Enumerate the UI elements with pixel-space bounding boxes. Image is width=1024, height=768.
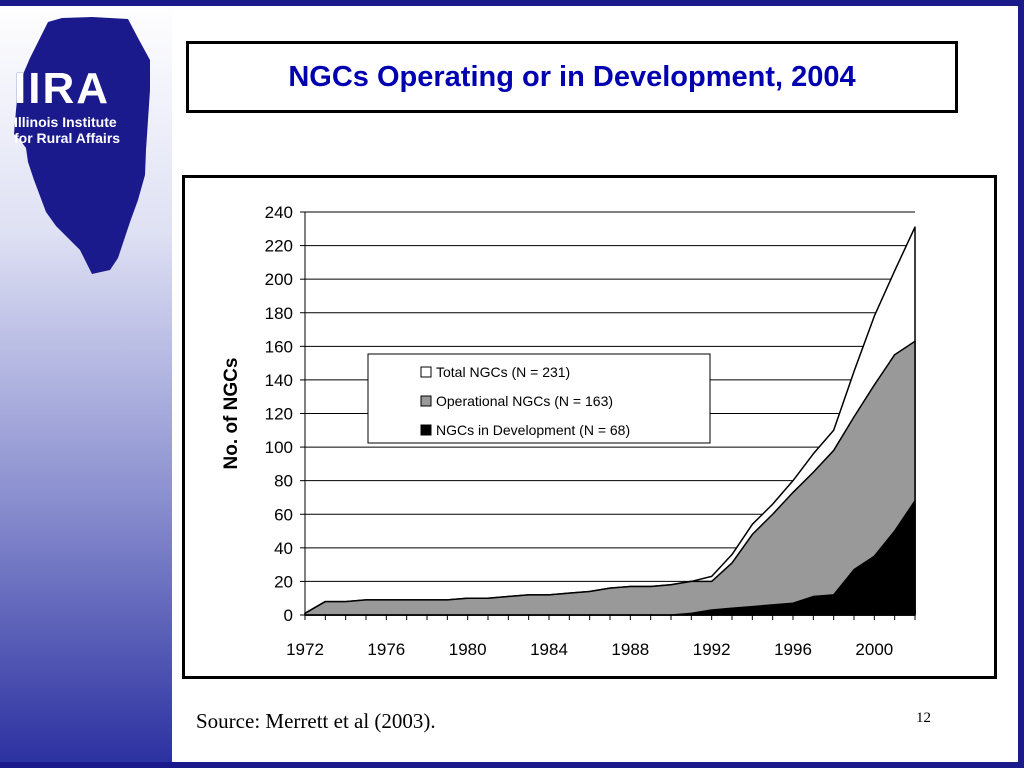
source-citation: Source: Merrett et al (2003). [196, 709, 436, 733]
area-chart: 0 20 40 60 80 100 120 140 160 180 200 220 240 1972 197… [221, 203, 916, 659]
y-tick-label: 200 [265, 270, 293, 289]
chart-box: 0 20 40 60 80 100 120 140 160 180 200 220 240 1972 197… [182, 175, 997, 679]
x-tick-label: 1980 [449, 640, 487, 659]
legend-label: NGCs in Development (N = 68) [436, 422, 630, 438]
x-tick-label: 1996 [774, 640, 812, 659]
slide-title: NGCs Operating or in Development, 2004 [288, 60, 856, 93]
y-tick-label: 20 [274, 572, 293, 591]
y-tick-label: 120 [265, 405, 293, 424]
legend-swatch [420, 424, 432, 436]
y-tick-label: 80 [274, 472, 293, 491]
y-tick-label: 160 [265, 337, 293, 356]
legend-label: Total NGCs (N = 231) [436, 364, 570, 380]
y-axis-label: No. of NGCs [221, 358, 242, 470]
sidebar: IIRA Illinois Institute for Rural Affair… [0, 0, 172, 768]
y-tick-label: 180 [265, 304, 293, 323]
y-tick-label: 220 [265, 237, 293, 256]
illinois-map-logo-icon [14, 17, 150, 274]
logo-acronym: IIRA [14, 64, 110, 113]
legend-swatch [420, 366, 432, 378]
y-tick-label: 140 [265, 371, 293, 390]
x-tick-label: 2000 [855, 640, 893, 659]
y-tick-label: 40 [274, 539, 293, 558]
logo-subtitle-line2: for Rural Affairs [14, 130, 121, 146]
y-tick-label: 60 [274, 505, 293, 524]
legend-swatch [420, 395, 432, 407]
x-tick-label: 1992 [693, 640, 731, 659]
title-box: NGCs Operating or in Development, 2004 [186, 41, 958, 113]
legend-label: Operational NGCs (N = 163) [436, 393, 613, 409]
y-tick-label: 240 [265, 203, 293, 222]
x-tick-label: 1976 [367, 640, 405, 659]
frame-top [0, 0, 1024, 6]
logo-subtitle-line1: Illinois Institute [14, 114, 117, 130]
x-tick-label: 1972 [286, 640, 324, 659]
x-tick-label: 1984 [530, 640, 568, 659]
x-tick-label: 1988 [611, 640, 649, 659]
page-number: 12 [916, 710, 931, 726]
area-operational [304, 340, 916, 616]
y-tick-label: 0 [284, 606, 293, 625]
y-tick-label: 100 [265, 438, 293, 457]
frame-bottom [0, 762, 1024, 768]
frame-right [1018, 0, 1024, 768]
